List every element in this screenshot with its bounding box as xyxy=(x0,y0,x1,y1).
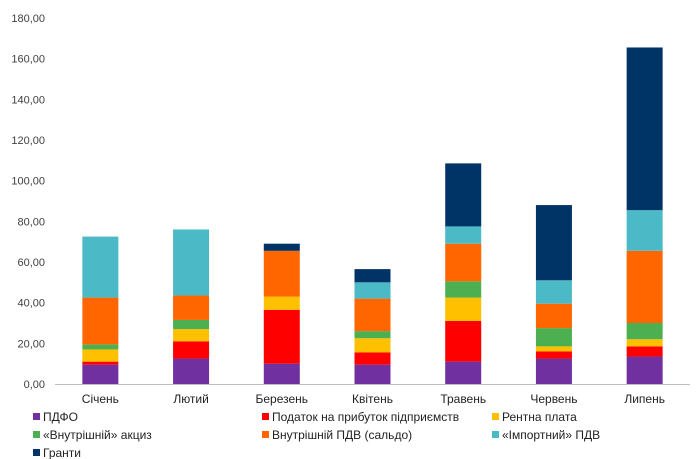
bar-segment xyxy=(535,346,572,352)
bar-segment xyxy=(82,344,119,350)
legend-swatch xyxy=(33,449,40,456)
bar-segment xyxy=(173,319,210,330)
legend: ПДФО Податок на прибуток підприємств Рентн… xyxy=(33,410,600,459)
y-tick-label: 40,00 xyxy=(17,298,45,310)
bar-segment xyxy=(354,331,391,339)
bar-segment xyxy=(82,361,119,365)
x-tick-label: Червень xyxy=(530,392,577,406)
bar-segment xyxy=(626,47,663,211)
x-tick-label: Січень xyxy=(82,392,119,406)
bar-segment xyxy=(82,364,119,384)
bar-segment xyxy=(263,309,300,364)
legend-swatch xyxy=(33,413,40,420)
y-tick-label: 140,00 xyxy=(11,94,45,106)
legend-label: ПДФО xyxy=(43,410,78,424)
legend-swatch xyxy=(492,413,499,420)
bar-segment xyxy=(354,269,391,283)
bar-segment xyxy=(173,358,210,384)
y-tick-label: 80,00 xyxy=(17,216,45,228)
bar-segment xyxy=(535,303,572,329)
x-tick-label: Лютий xyxy=(173,392,209,406)
bar-segment xyxy=(626,250,663,323)
bar-segment xyxy=(354,298,391,332)
bar-segment xyxy=(626,346,663,357)
y-tick-label: 120,00 xyxy=(11,135,45,147)
bar-segment xyxy=(445,281,482,298)
bar-segment xyxy=(535,358,572,384)
bar-segment xyxy=(173,229,210,296)
bar-segment xyxy=(626,339,663,347)
bar-segment xyxy=(82,349,119,362)
bar-segment xyxy=(626,210,663,251)
bar-segment xyxy=(535,328,572,347)
y-tick-label: 160,00 xyxy=(11,54,45,66)
bar-segment xyxy=(535,280,572,304)
bar-segment xyxy=(354,352,391,365)
bar-segment xyxy=(354,364,391,384)
legend-swatch xyxy=(492,431,499,438)
bar-segment xyxy=(354,282,391,299)
bar-segment xyxy=(173,341,210,359)
bar-segment xyxy=(263,296,300,310)
bar-segment xyxy=(82,236,119,298)
bar-segment xyxy=(445,361,482,384)
x-tick-label: Березень xyxy=(256,392,309,406)
bar-segment xyxy=(445,297,482,321)
y-tick-label: 180,00 xyxy=(11,13,45,25)
legend-label: Внутрішній ПДВ (сальдо) xyxy=(272,428,412,442)
bar-segment xyxy=(445,320,482,362)
bar-segment xyxy=(445,243,482,282)
legend-label: Податок на прибуток підприємств xyxy=(272,410,459,424)
x-tick-label: Липень xyxy=(624,392,665,406)
y-axis: 0,00 20,00 40,00 60,00 80,00 100,00 120,00 140,… xyxy=(11,13,45,391)
bar-segment xyxy=(173,329,210,342)
y-tick-label: 0,00 xyxy=(24,379,45,391)
legend-label: Рентна плата xyxy=(502,410,577,424)
bar-segment xyxy=(263,243,300,251)
y-tick-label: 100,00 xyxy=(11,176,45,188)
x-tick-label: Квітень xyxy=(352,392,393,406)
bar-segment xyxy=(354,338,391,353)
bar-segment xyxy=(173,295,210,320)
bar-segment xyxy=(626,323,663,340)
legend-swatch xyxy=(33,431,40,438)
y-tick-label: 20,00 xyxy=(17,338,45,350)
bar-segment xyxy=(263,363,300,384)
y-tick-label: 60,00 xyxy=(17,257,45,269)
bar-segment xyxy=(535,205,572,281)
legend-swatch xyxy=(262,413,269,420)
bar-segment xyxy=(82,297,119,345)
x-axis: Січень Лютий Березень Квітень Травень Червень… xyxy=(82,392,665,406)
legend-swatch xyxy=(262,431,269,438)
bar-segment xyxy=(626,356,663,384)
bar-segment xyxy=(535,351,572,359)
x-tick-label: Травень xyxy=(440,392,486,406)
bars xyxy=(82,47,663,384)
legend-label: Гранти xyxy=(43,446,81,459)
legend-label: «Внутрішній» акциз xyxy=(43,428,152,442)
bar-segment xyxy=(263,250,300,297)
bar-segment xyxy=(445,226,482,244)
legend-label: «Імпортний» ПДВ xyxy=(502,428,600,442)
bar-segment xyxy=(445,163,482,227)
